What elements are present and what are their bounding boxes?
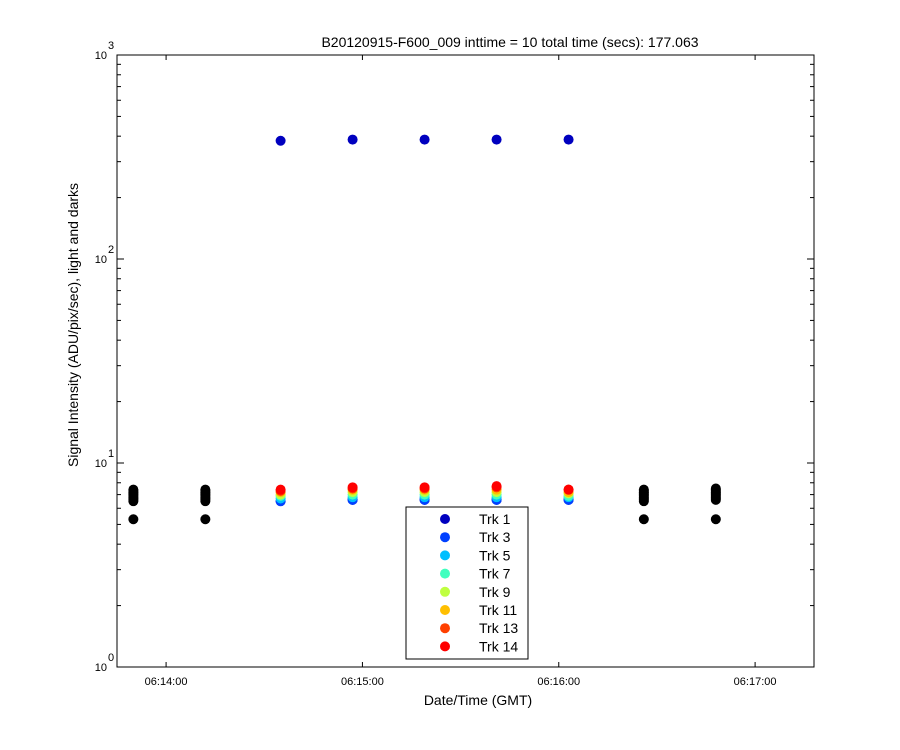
y-tick-exponent: 3 bbox=[108, 40, 114, 52]
dark-point bbox=[638, 514, 649, 525]
legend: Trk 1 Trk 3 Trk 5 Trk 7 Trk 9 Trk 11 Trk 13 Trk… bbox=[405, 506, 529, 660]
dark-point bbox=[638, 484, 649, 495]
data-point bbox=[275, 484, 286, 495]
data-point bbox=[491, 481, 502, 492]
y-tick-label: 10 bbox=[95, 662, 107, 674]
legend-label: Trk 3 bbox=[479, 529, 511, 545]
legend-marker bbox=[440, 550, 450, 561]
legend-label: Trk 7 bbox=[479, 566, 511, 582]
legend-marker bbox=[440, 532, 450, 543]
dark-point bbox=[128, 484, 139, 495]
data-point bbox=[419, 482, 430, 493]
legend-label: Trk 5 bbox=[479, 547, 511, 563]
y-tick-exponent: 0 bbox=[108, 652, 114, 664]
data-point bbox=[563, 134, 574, 145]
chart-title: B20120915-F600_009 inttime = 10 total ti… bbox=[321, 34, 698, 50]
x-tick-label: 06:14:00 bbox=[145, 676, 188, 688]
x-tick-label: 06:15:00 bbox=[341, 676, 384, 688]
dark-point bbox=[128, 514, 139, 525]
legend-marker bbox=[440, 605, 450, 615]
x-tick-label: 06:16:00 bbox=[537, 676, 580, 688]
dark-point bbox=[710, 483, 721, 494]
legend-marker bbox=[440, 514, 450, 524]
legend-label: Trk 9 bbox=[479, 584, 511, 600]
data-point bbox=[275, 135, 286, 146]
legend-label: Trk 13 bbox=[479, 620, 518, 636]
data-point bbox=[563, 484, 574, 495]
y-tick-label: 10 bbox=[95, 458, 107, 470]
y-tick-label: 10 bbox=[95, 50, 107, 62]
y-tick-exponent: 2 bbox=[108, 244, 114, 256]
legend-label: Trk 11 bbox=[479, 602, 517, 618]
axis-ticks: 06:14:00 06:15:00 06:16:00 06:17:0010010110… bbox=[95, 40, 814, 688]
x-axis-label: Date/Time (GMT) bbox=[424, 692, 532, 708]
dark-point bbox=[200, 514, 211, 525]
data-point bbox=[491, 134, 502, 145]
legend-marker bbox=[440, 623, 450, 634]
legend-marker bbox=[440, 641, 450, 652]
data-marks bbox=[128, 134, 721, 525]
data-point bbox=[419, 134, 430, 145]
dark-point bbox=[710, 514, 721, 525]
legend-box bbox=[405, 506, 529, 660]
data-point bbox=[347, 482, 358, 493]
y-tick-exponent: 1 bbox=[108, 448, 114, 460]
dark-point bbox=[200, 484, 211, 495]
y-axis-label: Signal Intensity (ADU/pix/sec), light an… bbox=[65, 183, 81, 467]
x-tick-label: 06:17:00 bbox=[734, 676, 777, 688]
legend-label: Trk 14 bbox=[479, 638, 518, 654]
data-point bbox=[347, 134, 358, 145]
legend-label: Trk 1 bbox=[479, 511, 511, 527]
legend-marker bbox=[440, 568, 450, 579]
y-tick-label: 10 bbox=[95, 254, 107, 266]
legend-marker bbox=[440, 586, 450, 597]
